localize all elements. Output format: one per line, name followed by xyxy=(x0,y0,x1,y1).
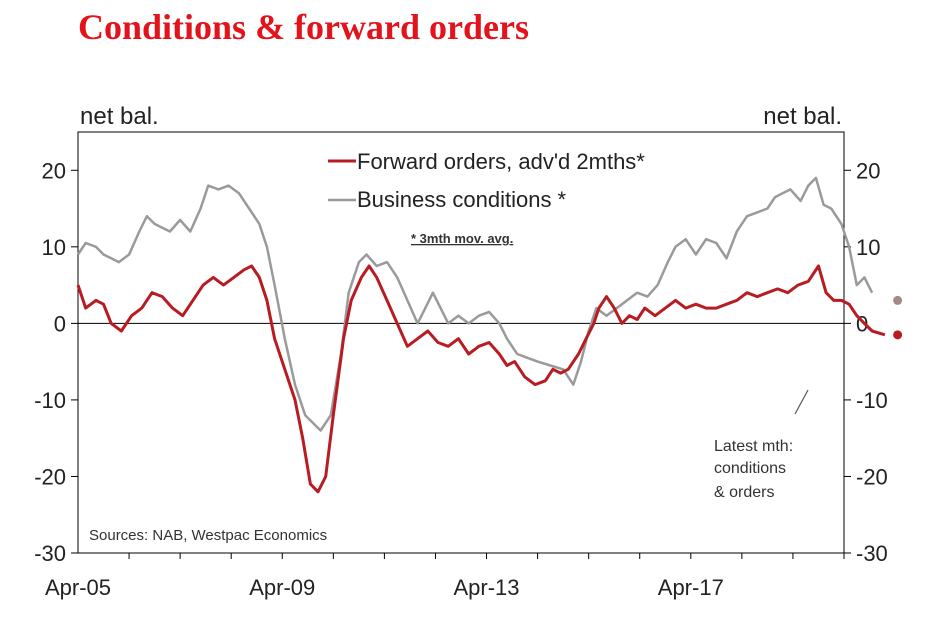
y-tick-label-left: -20 xyxy=(34,464,66,489)
y-tick-label-right: -20 xyxy=(856,464,888,489)
left-axis-unit: net bal. xyxy=(80,103,159,130)
source-note: Sources: NAB, Westpac Economics xyxy=(89,527,327,544)
x-tick-label: Apr-13 xyxy=(454,575,520,600)
annotation-line-2: conditions xyxy=(714,460,786,477)
chart-title: Conditions & forward orders xyxy=(78,7,529,47)
moving-average-note: * 3mth mov. avg. xyxy=(411,231,513,246)
latest-conditions-dot xyxy=(893,295,903,305)
annotation-line-1: Latest mth: xyxy=(714,438,793,455)
x-tick-label: Apr-05 xyxy=(45,575,111,600)
y-tick-label-right: 10 xyxy=(856,235,880,260)
y-tick-label-left: 0 xyxy=(54,311,66,336)
y-tick-label-left: 10 xyxy=(42,235,66,260)
business-conditions-line xyxy=(76,176,874,432)
latest-orders-dot xyxy=(893,330,903,340)
y-tick-label-right: 20 xyxy=(856,158,880,183)
right-axis-unit: net bal. xyxy=(763,103,842,130)
legend-forward-orders: Forward orders, adv'd 2mths* xyxy=(357,149,645,174)
annotation-line-3: & orders xyxy=(714,484,774,501)
y-tick-label-right: -10 xyxy=(856,388,888,413)
forward-orders-line xyxy=(76,264,886,494)
y-tick-label-left: 20 xyxy=(42,158,66,183)
x-tick-label: Apr-09 xyxy=(249,575,315,600)
y-tick-label-left: -30 xyxy=(34,541,66,566)
annotation-pointer xyxy=(794,389,809,415)
y-tick-label-left: -10 xyxy=(34,388,66,413)
y-tick-label-right: -30 xyxy=(856,541,888,566)
legend-business-conditions: Business conditions * xyxy=(357,187,567,212)
x-tick-label: Apr-17 xyxy=(658,575,724,600)
plot-frame xyxy=(77,131,845,554)
